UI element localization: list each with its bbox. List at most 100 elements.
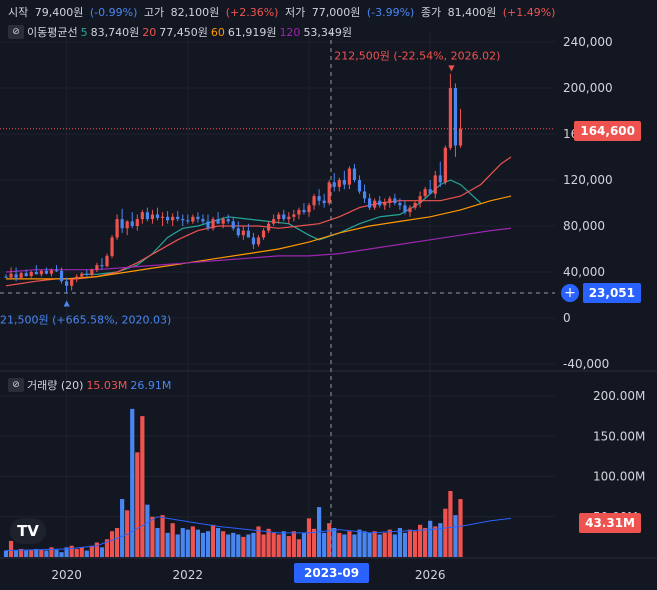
candle-body xyxy=(176,216,180,220)
candle-body xyxy=(4,276,8,278)
candle-body xyxy=(191,216,195,222)
add-plus-icon[interactable]: + xyxy=(561,284,579,302)
candle-body xyxy=(378,200,382,206)
volume-ma-line xyxy=(5,516,512,552)
volume-bar xyxy=(59,552,64,557)
candle-body xyxy=(312,196,316,206)
volume-bar xyxy=(130,408,135,557)
eye-off-icon[interactable]: ⊘ xyxy=(8,378,24,392)
candle-body xyxy=(388,198,392,203)
volume-bar xyxy=(69,545,74,557)
last-price-badge: 164,600 xyxy=(574,121,641,141)
candle-body xyxy=(428,189,432,194)
time-tick-label: 2026 xyxy=(415,568,446,582)
volume-bar xyxy=(64,547,69,557)
volume-bar xyxy=(271,532,276,557)
volume-bar xyxy=(226,534,231,557)
candle-body xyxy=(34,272,38,275)
candle-body xyxy=(130,221,134,226)
ma5-period: 5 xyxy=(80,25,88,39)
volume-bar xyxy=(266,528,271,557)
low-marker-icon: ▲ xyxy=(64,298,71,307)
volume-bar xyxy=(407,529,413,557)
candle-body xyxy=(140,212,144,220)
candle-body xyxy=(408,207,412,213)
volume-bar xyxy=(392,534,397,557)
candle-body xyxy=(59,270,64,282)
volume-bar xyxy=(301,532,307,557)
volume-bar xyxy=(165,532,170,557)
candle-body xyxy=(125,221,129,229)
volume-bar xyxy=(337,532,342,557)
candle-body xyxy=(292,214,296,217)
candle-body xyxy=(357,180,362,192)
candle-body xyxy=(9,273,13,278)
candle-body xyxy=(196,216,200,220)
volume-bar xyxy=(418,524,423,557)
volume-bar xyxy=(125,510,130,557)
volume-bar xyxy=(251,532,256,557)
volume-bar xyxy=(367,532,372,557)
candle-body xyxy=(398,203,402,206)
candle-body xyxy=(246,230,250,238)
volume-bar xyxy=(448,490,453,557)
eye-off-icon[interactable]: ⊘ xyxy=(8,25,24,39)
candle-body xyxy=(438,175,442,183)
volume-bar xyxy=(49,547,54,557)
candle-body xyxy=(80,273,84,277)
candle-body xyxy=(166,216,170,221)
candle-body xyxy=(327,182,331,203)
candle-body xyxy=(272,219,276,224)
volume-bar xyxy=(109,531,115,557)
volume-bar xyxy=(190,526,195,557)
candlestick-series xyxy=(4,73,463,293)
volume-bar xyxy=(195,529,200,557)
volume-bar xyxy=(155,528,160,557)
volume-bar xyxy=(74,548,79,557)
volume-bar xyxy=(160,515,165,557)
candle-body xyxy=(413,203,417,208)
candle-body xyxy=(322,200,326,203)
ma5-value: 83,740원 xyxy=(90,26,140,39)
volume-bar xyxy=(44,550,49,557)
volume-bar xyxy=(19,548,24,557)
candle-body xyxy=(458,128,463,146)
candle-body xyxy=(201,219,205,222)
volume-tick-label: 150.00M xyxy=(593,429,645,443)
volume-bar xyxy=(115,528,120,557)
volume-bar xyxy=(443,508,448,557)
volume-bar xyxy=(145,504,150,557)
volume-bar xyxy=(221,531,226,557)
close-label: 종가 xyxy=(420,6,442,19)
volume-bar xyxy=(14,550,19,557)
candle-body xyxy=(110,237,114,256)
volume-bar xyxy=(382,532,387,557)
candle-body xyxy=(423,189,427,197)
candle-body xyxy=(100,265,104,267)
candle-body xyxy=(90,269,94,275)
candle-body xyxy=(393,198,397,203)
candle-body xyxy=(181,219,185,221)
candle-body xyxy=(332,182,336,187)
volume-bar xyxy=(140,416,145,557)
volume-bar xyxy=(104,539,110,557)
volume-bar xyxy=(29,549,34,557)
candle-body xyxy=(211,219,215,229)
volume-bar xyxy=(332,528,337,557)
candle-body xyxy=(75,276,79,279)
ohlc-legend: 시작 79,400원 (-0.99%) 고가 82,100원 (+2.36%) … xyxy=(8,4,558,20)
candle-body xyxy=(206,221,210,229)
volume-bar xyxy=(84,550,89,557)
candle-body xyxy=(433,175,437,194)
candle-body xyxy=(277,214,281,220)
close-value: 81,400원 xyxy=(447,6,497,19)
volume-bar xyxy=(412,531,418,557)
volume-bar xyxy=(291,531,296,557)
volume-bar xyxy=(296,539,301,557)
volume-bar xyxy=(458,499,463,557)
volume-bar xyxy=(150,516,155,557)
ma20-value: 77,450원 xyxy=(159,26,208,39)
volume-bar xyxy=(216,528,221,557)
candle-body xyxy=(352,168,357,180)
